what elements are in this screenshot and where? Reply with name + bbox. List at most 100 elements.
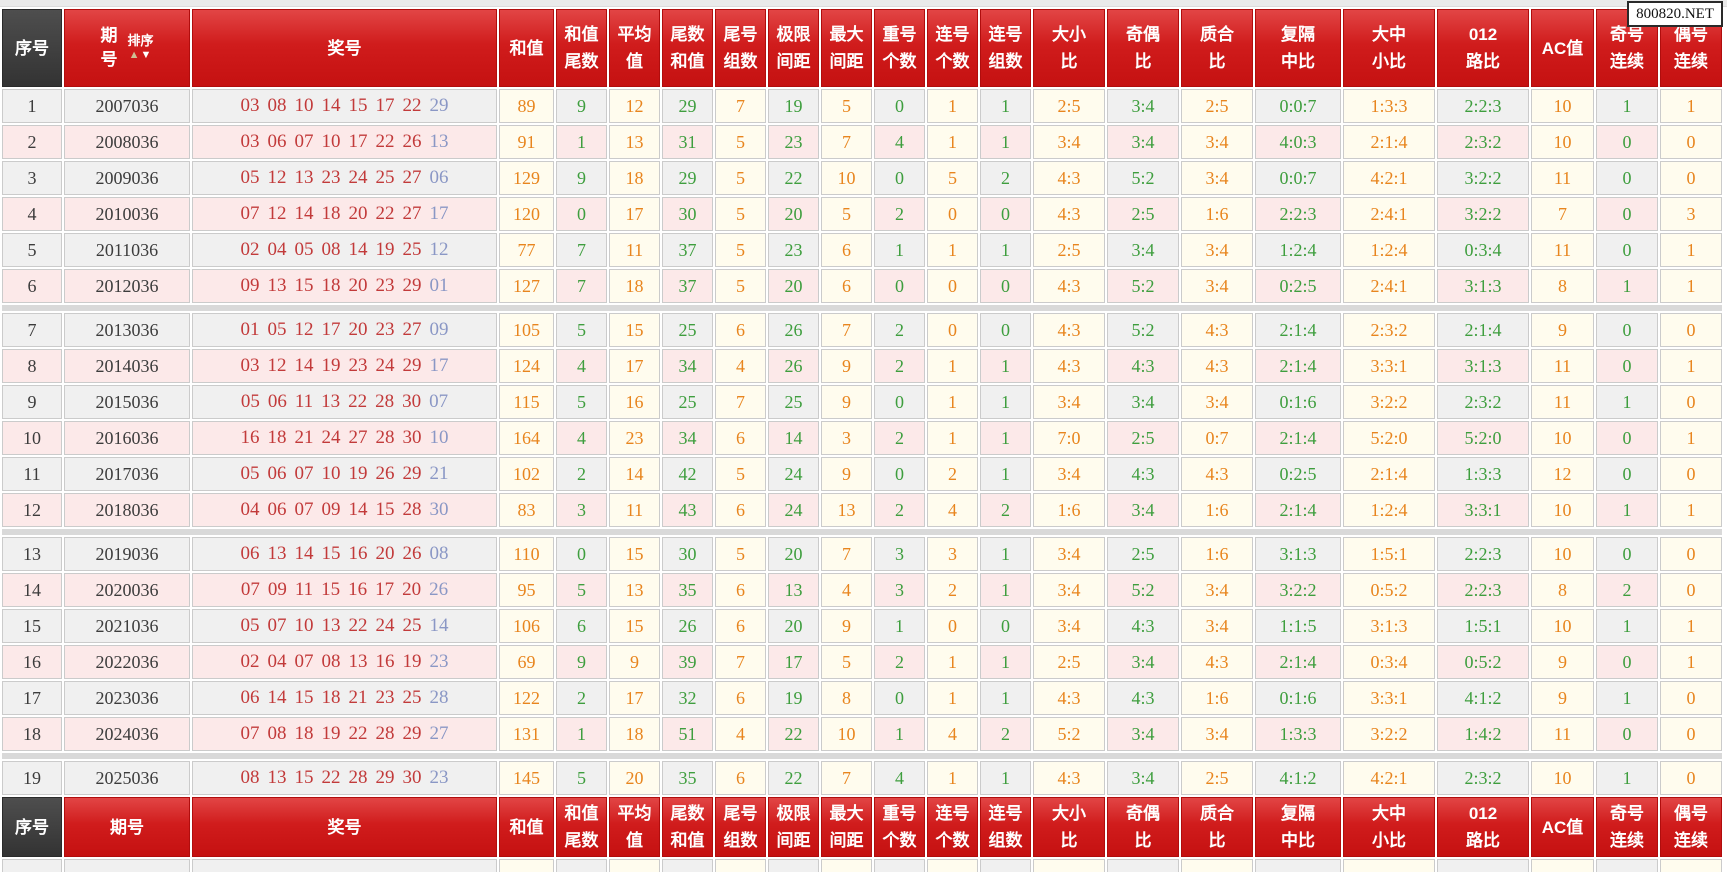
col-header-route_012_ratio: 012 路比 [1437,9,1529,87]
ball-number: 05 [240,167,260,188]
cell-tail_sum: 42 [662,457,713,491]
ball-number: 16 [348,579,368,600]
cell-big_small_ratio: 4:3 [1033,269,1105,303]
ball-number: 16 [375,651,395,672]
cell-sum_tail: 2 [556,457,607,491]
ball-number: 12 [267,167,287,188]
col-header-repeat_skip_mid_ratio-footer: 复隔 中比 [1255,797,1341,857]
cell-average: 13 [609,573,660,607]
cell-tail_sum: 30 [662,197,713,231]
cell-ac_value: 9 [1531,313,1594,347]
sort-control[interactable]: 排序 ▲▼ [127,34,153,62]
cell-empty [192,859,497,872]
cell-repeat_count: 1 [874,609,925,643]
cell-big_mid_small_ratio: 0:5:2 [1343,573,1435,607]
cell-repeat_skip_mid_ratio: 0:1:6 [1255,385,1341,419]
cell-period: 2009036 [64,161,190,195]
ball-number: 08 [267,95,287,116]
cell-tail_groups: 5 [715,457,766,491]
cell-ac_value: 9 [1531,645,1594,679]
cell-sum: 164 [499,421,554,455]
ball-number: 03 [240,95,260,116]
table-row: 1 2007036 03 08 10 14 15 17 22 29 89 9 12 29 7 19 5 0 1 1 2:… [2,89,1722,123]
cell-ac_value: 10 [1531,761,1594,795]
cell-even_streak: 1 [1660,609,1722,643]
lottery-stats-table: 序号期号排序 ▲▼ 奖号 和值 和值 尾数 平均值尾数 和值 尾号 组数 极限 间距 最大 间距 重号 个数连… [0,7,1724,872]
cell-repeat_count: 2 [874,421,925,455]
cell-consecutive_groups: 0 [980,313,1031,347]
cell-even_streak: 0 [1660,717,1722,751]
cell-ac_value: 8 [1531,269,1594,303]
cell-period: 2021036 [64,609,190,643]
col-header-average: 平均值 [609,9,660,87]
cell-repeat_skip_mid_ratio: 2:2:3 [1255,197,1341,231]
cell-even_streak: 0 [1660,761,1722,795]
col-header-tail_sum-footer: 尾数 和值 [662,797,713,857]
cell-repeat_count: 4 [874,125,925,159]
cell-period: 2007036 [64,89,190,123]
col-header-ac_value: AC值 [1531,9,1594,87]
cell-odd_streak: 0 [1596,197,1658,231]
cell-odd_streak: 0 [1596,537,1658,571]
cell-limit_span: 23 [768,125,819,159]
cell-winning-numbers: 06 14 15 18 21 23 25 28 [192,681,497,715]
col-header-prime_composite_ratio-footer: 质合比 [1181,797,1253,857]
cell-sum_tail: 5 [556,573,607,607]
cell-big_mid_small_ratio: 1:2:4 [1343,233,1435,267]
cell-index: 14 [2,573,62,607]
cell-repeat_count: 0 [874,161,925,195]
cell-period: 2018036 [64,493,190,527]
cell-max_span: 7 [821,761,872,795]
cell-odd_streak: 1 [1596,385,1658,419]
cell-consecutive_count: 3 [927,537,978,571]
col-header-period[interactable]: 期号排序 ▲▼ [64,9,190,87]
cell-even_streak: 1 [1660,269,1722,303]
cell-big_mid_small_ratio: 4:2:1 [1343,161,1435,195]
table-row: 8 2014036 03 12 14 19 23 24 29 17 124 4 17 34 4 26 9 2 1 1 4… [2,349,1722,383]
cell-big_small_ratio: 2:5 [1033,645,1105,679]
cell-odd_even_ratio: 4:3 [1107,349,1179,383]
col-header-odd_even_ratio-footer: 奇偶比 [1107,797,1179,857]
cell-average: 14 [609,457,660,491]
cell-odd_streak: 1 [1596,493,1658,527]
ball-number: 25 [402,687,422,708]
cell-consecutive_groups: 1 [980,573,1031,607]
cell-prime_composite_ratio: 3:4 [1181,609,1253,643]
cell-odd_streak: 0 [1596,457,1658,491]
ball-number: 05 [240,615,260,636]
cell-consecutive_count: 4 [927,717,978,751]
cell-period: 2008036 [64,125,190,159]
cell-consecutive_groups: 1 [980,457,1031,491]
special-ball-number: 14 [429,615,449,636]
cell-empty [556,859,607,872]
ball-number: 14 [294,543,314,564]
ball-number: 06 [267,391,287,412]
cell-limit_span: 25 [768,385,819,419]
cell-ac_value: 10 [1531,89,1594,123]
ball-number: 05 [240,463,260,484]
cell-average: 9 [609,645,660,679]
ball-number: 13 [267,275,287,296]
cell-repeat_skip_mid_ratio: 2:1:4 [1255,313,1341,347]
cell-average: 15 [609,609,660,643]
ball-number: 15 [321,543,341,564]
ball-number: 04 [240,499,260,520]
cell-index: 15 [2,609,62,643]
special-ball-number: 17 [429,203,449,224]
cell-limit_span: 19 [768,89,819,123]
ball-number: 15 [321,579,341,600]
cell-route_012_ratio: 3:2:2 [1437,197,1529,231]
cell-tail_groups: 4 [715,717,766,751]
ball-number: 27 [402,167,422,188]
ball-number: 02 [240,651,260,672]
sort-desc-icon[interactable]: ▼ [140,49,153,61]
cell-tail_sum: 51 [662,717,713,751]
cell-index: 2 [2,125,62,159]
ball-number: 13 [321,615,341,636]
cell-repeat_skip_mid_ratio: 0:0:7 [1255,89,1341,123]
ball-number: 04 [267,239,287,260]
sort-asc-icon[interactable]: ▲ [128,49,141,61]
col-header-even_streak-footer: 偶号 连续 [1660,797,1722,857]
col-header-odd_even_ratio: 奇偶比 [1107,9,1179,87]
cell-max_span: 7 [821,537,872,571]
